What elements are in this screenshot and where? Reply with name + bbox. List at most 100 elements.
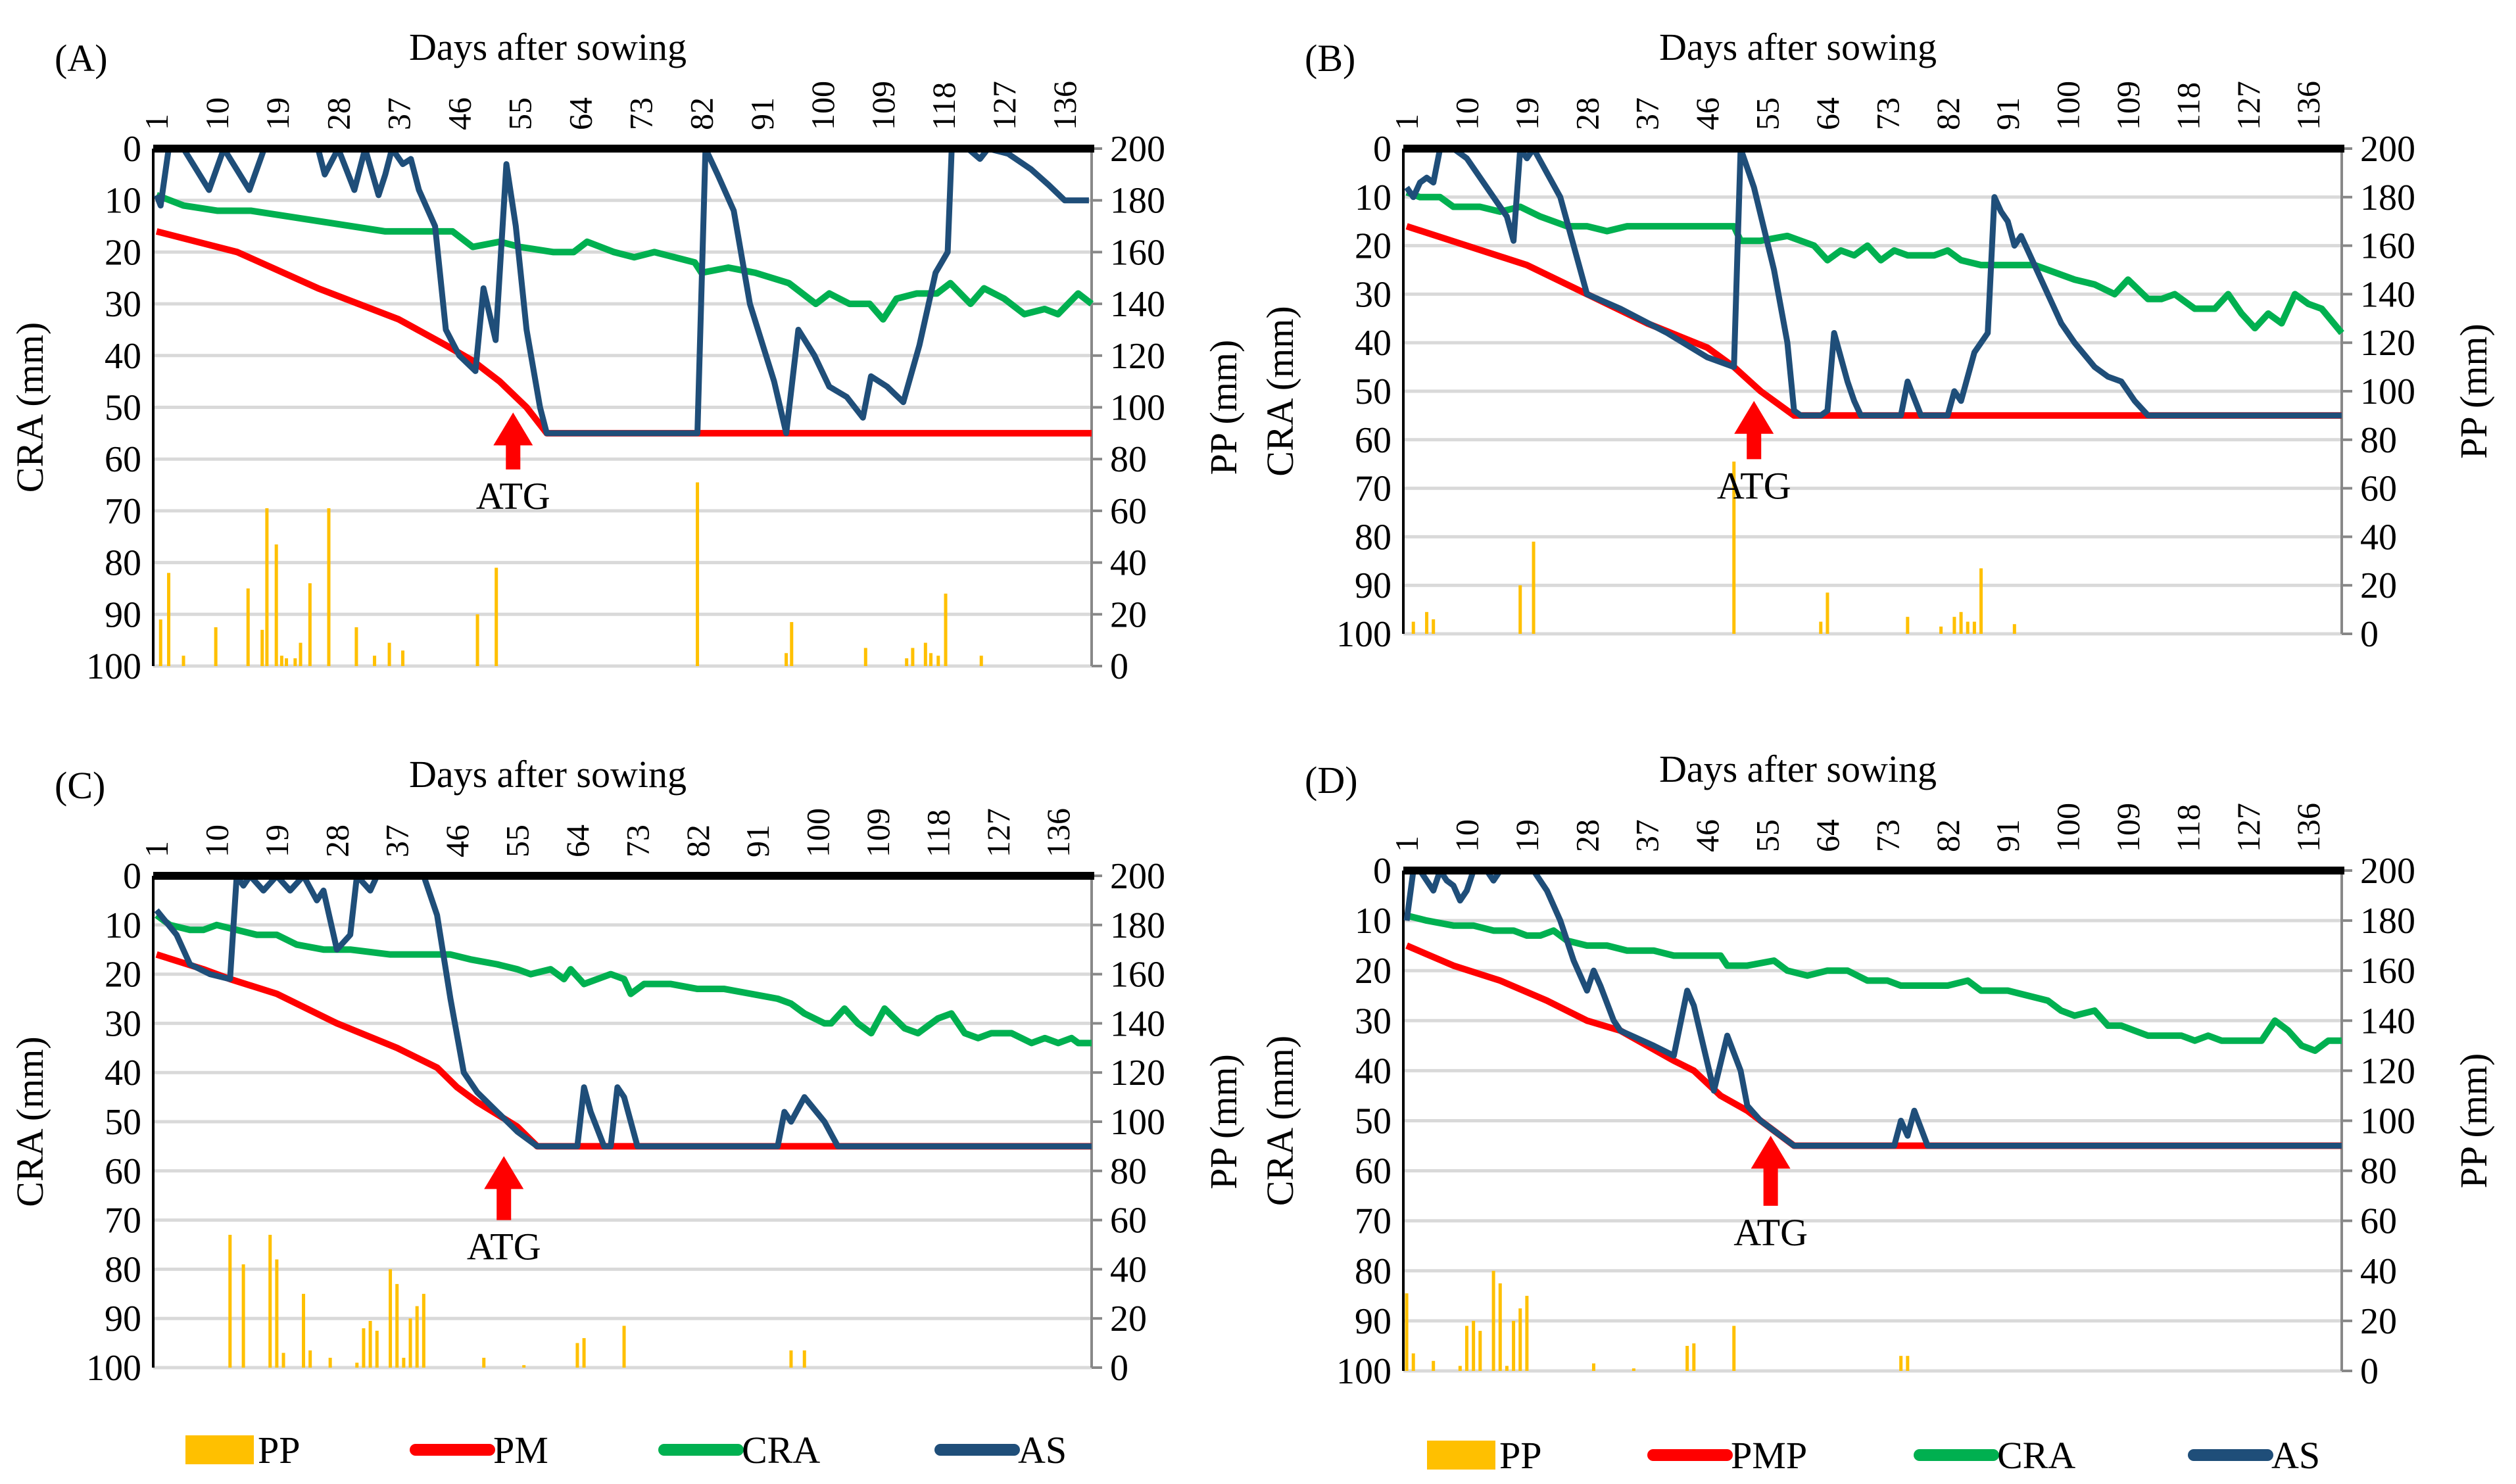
pp-bar — [1979, 568, 1983, 634]
pp-bar — [1685, 1345, 1689, 1371]
pp-bar — [522, 1365, 526, 1368]
y-left-tick-label: 20 — [105, 955, 141, 995]
y-left-tick-label: 60 — [105, 439, 141, 480]
y-left-tick-label: 60 — [105, 1151, 141, 1192]
y-left-tick-label: 90 — [105, 1299, 141, 1339]
series-as-line — [153, 145, 1089, 437]
pp-bar — [863, 648, 867, 666]
series-as-line — [1404, 145, 2342, 419]
y-left-tick-label: 20 — [105, 232, 141, 273]
pp-bar — [355, 1362, 359, 1368]
x-tick-label: 82 — [679, 825, 716, 857]
pp-bar — [1819, 621, 1823, 634]
pp-bar — [285, 658, 289, 666]
pp-bar — [1458, 1366, 1462, 1371]
y-left-tick-label: 70 — [105, 491, 141, 532]
y-right-tick-label: 200 — [1110, 129, 1165, 170]
pp-bar — [275, 1259, 279, 1368]
x-axis-title: Days after sowing — [409, 753, 687, 796]
y-right-tick-label: 60 — [2360, 1201, 2397, 1242]
y-right-tick-label: 200 — [1110, 856, 1165, 897]
x-tick-label: 118 — [2169, 804, 2206, 852]
y-right-tick-label: 100 — [2360, 1101, 2415, 1142]
pp-bar — [368, 1320, 372, 1368]
pp-bar — [228, 1235, 232, 1368]
pp-bar — [1591, 1363, 1595, 1371]
legend-d: PP PMP CRA AS — [1427, 1434, 2320, 1477]
pp-bar — [1906, 1356, 1910, 1371]
y-left-tick-label: 0 — [123, 129, 141, 170]
pp-bar — [923, 642, 927, 666]
y-left-tick-label: 90 — [1355, 565, 1391, 606]
y-right-tick-label: 160 — [1110, 232, 1165, 273]
x-tick-label: 109 — [865, 81, 902, 130]
series-pp-bars — [158, 482, 983, 666]
x-tick-label: 100 — [2050, 81, 2087, 130]
pp-bar — [1959, 611, 1963, 634]
pp-bar — [214, 627, 218, 666]
y-right-tick-label: 160 — [1110, 955, 1165, 995]
y-left-tick-label: 60 — [1355, 420, 1391, 461]
y-right-tick-label: 20 — [2360, 1301, 2397, 1342]
x-tick-label: 73 — [1869, 97, 1906, 130]
pp-bar — [302, 1293, 306, 1368]
pp-bar — [1906, 617, 1910, 634]
x-tick-label: 64 — [1809, 97, 1846, 130]
pp-bar — [241, 1264, 245, 1368]
pp-bar — [1525, 1295, 1529, 1371]
pp-bar — [373, 656, 377, 666]
x-tick-label: 91 — [1989, 97, 2026, 130]
series-cra-line — [155, 192, 1094, 323]
y-left-tick-label: 90 — [105, 594, 141, 635]
y-right-tick-label: 120 — [1110, 336, 1165, 377]
atg-label: ATG — [1717, 464, 1791, 507]
pp-bar — [582, 1338, 586, 1368]
pp-bar — [308, 1350, 312, 1368]
x-tick-label: 1 — [1388, 114, 1425, 130]
pp-bar — [375, 1330, 379, 1368]
y-left-tick-label: 40 — [1355, 323, 1391, 364]
x-tick-label: 73 — [623, 97, 660, 130]
pp-bar — [274, 544, 278, 666]
pp-bar — [1632, 1368, 1635, 1371]
pp-bar — [279, 656, 283, 666]
pp-bar — [422, 1293, 425, 1368]
x-tick-label: 55 — [1749, 97, 1786, 130]
x-axis-title: Days after sowing — [1659, 748, 1937, 790]
pp-bar — [1498, 1283, 1502, 1371]
y-right-tick-label: 100 — [1110, 388, 1165, 429]
pp-bar — [1518, 585, 1522, 634]
y-left-tick-label: 70 — [105, 1201, 141, 1241]
pp-bar — [936, 656, 940, 666]
atg-arrow — [1751, 1136, 1791, 1206]
y-right-tick-label: 100 — [1110, 1102, 1165, 1143]
x-tick-label: 64 — [562, 97, 599, 130]
pp-bar — [2012, 624, 2016, 634]
pp-bar — [1405, 1293, 1409, 1371]
x-tick-label: 46 — [439, 825, 475, 857]
legend-label-pm: PM — [493, 1429, 548, 1472]
y-left-tick-label: 100 — [86, 1348, 141, 1389]
pp-bar — [495, 567, 498, 666]
y-right-tick-label: 80 — [1110, 1151, 1147, 1192]
x-tick-label: 10 — [1448, 97, 1485, 130]
y-left-tick-label: 20 — [1355, 951, 1391, 992]
x-tick-label: 55 — [502, 97, 539, 130]
y-left-tick-label: 70 — [1355, 1201, 1391, 1242]
pp-bar — [1952, 617, 1956, 634]
y-left-tick-label: 90 — [1355, 1301, 1391, 1342]
pp-bar — [299, 642, 302, 666]
y-left-tick-label: 0 — [1373, 851, 1391, 892]
x-tick-label: 109 — [2110, 803, 2146, 852]
x-tick-label: 10 — [198, 825, 235, 857]
y-right-tick-label: 0 — [1110, 646, 1128, 687]
y-left-tick-label: 0 — [1373, 129, 1391, 170]
x-tick-label: 28 — [1568, 97, 1605, 130]
y-left-tick-label: 0 — [123, 856, 141, 897]
y-left-tick-label: 30 — [1355, 274, 1391, 315]
y-left-axis-title: CRA (mm) — [9, 1036, 51, 1207]
pp-bar — [401, 650, 405, 666]
pp-bar — [1732, 462, 1736, 634]
